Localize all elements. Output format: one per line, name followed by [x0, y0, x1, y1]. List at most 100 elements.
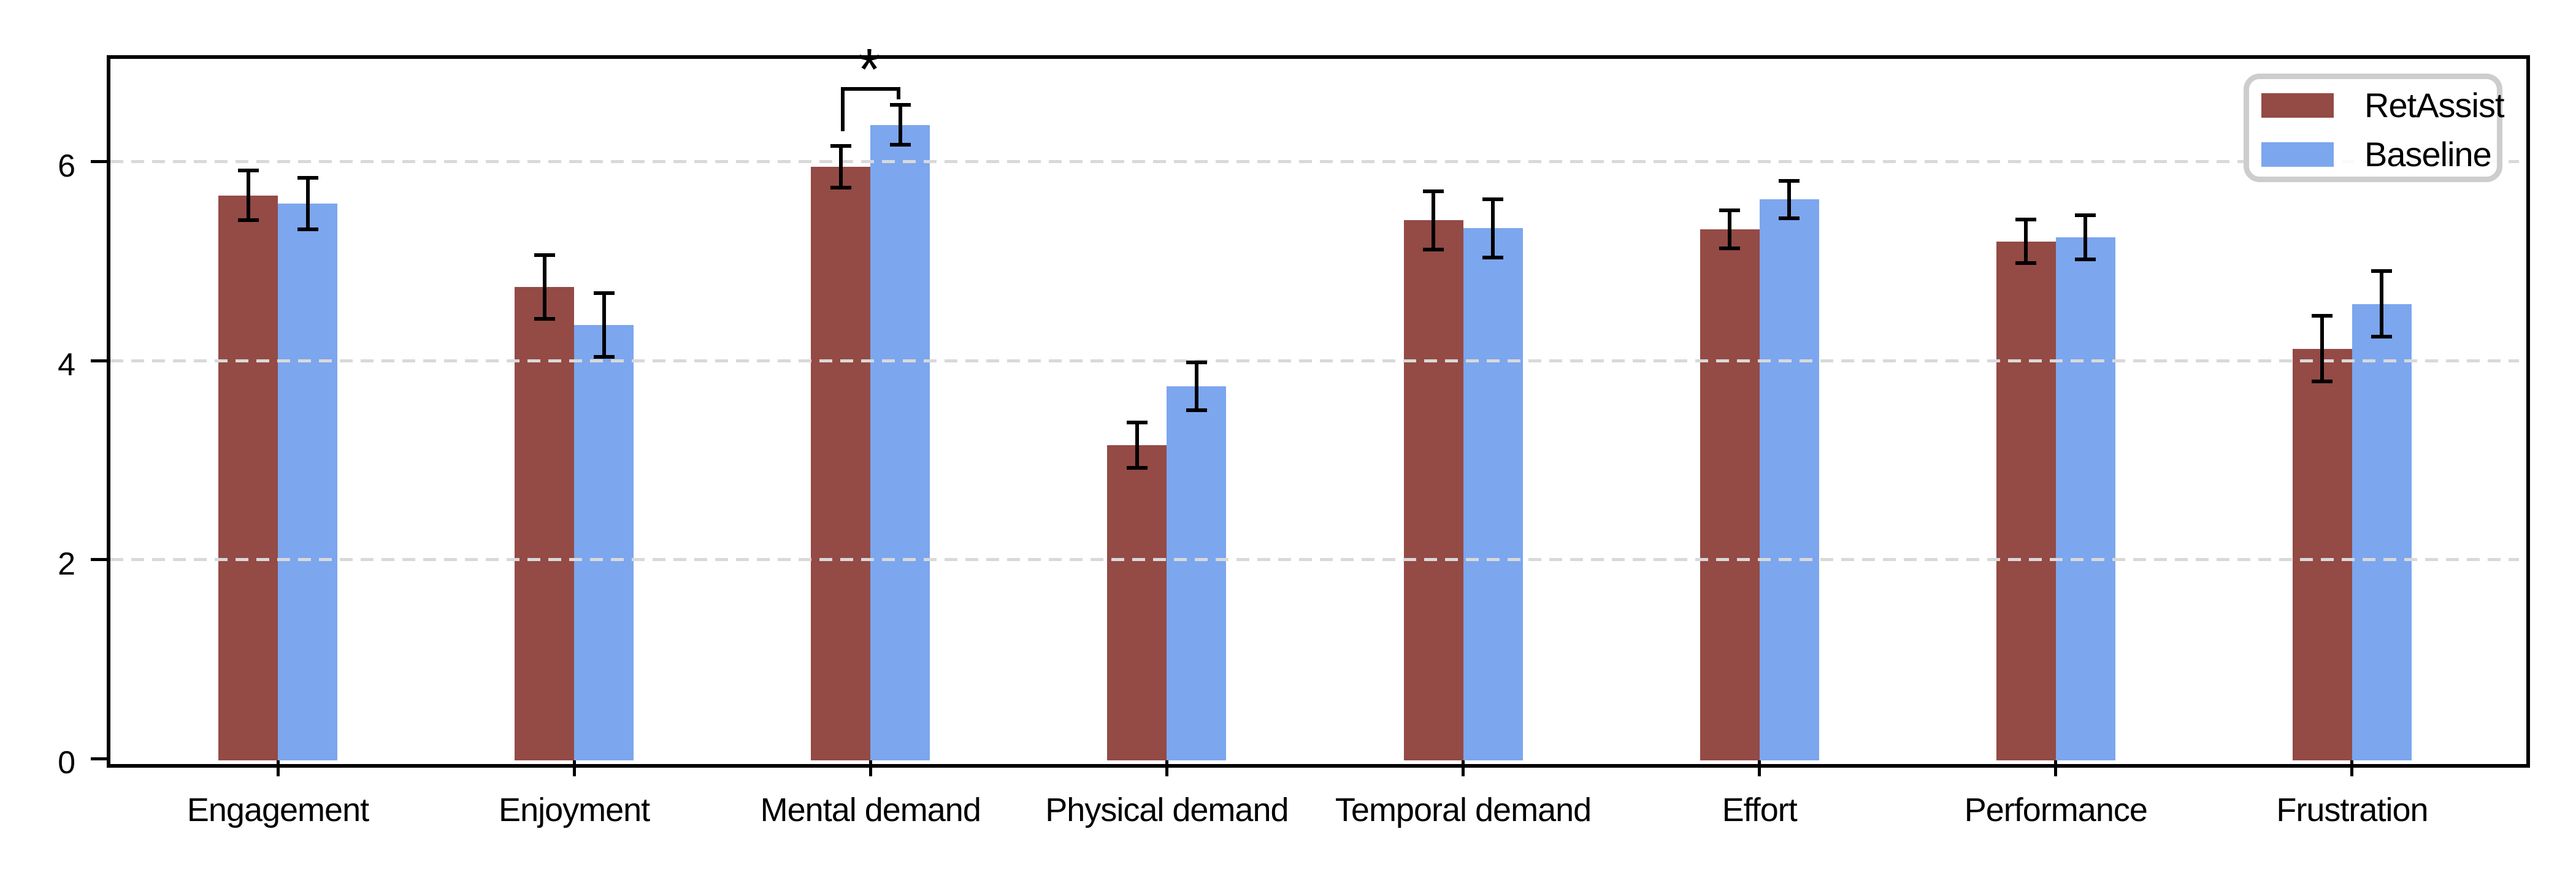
error-bar-cap-top-baseline-physical-demand: [1186, 361, 1207, 365]
error-bar-cap-top-retassist-physical-demand: [1126, 420, 1148, 424]
error-bar-cap-top-baseline-enjoyment: [593, 291, 615, 295]
legend-swatch-baseline: [2261, 142, 2334, 167]
error-bar-cap-bottom-baseline-mental-demand: [889, 143, 911, 147]
x-axis-label-performance: Performance: [1964, 792, 2148, 828]
significance-bracket-left-leg: [840, 87, 845, 131]
y-tick-label-2: 2: [58, 546, 75, 582]
significance-bracket-top: [840, 87, 901, 91]
error-bar-cap-bottom-retassist-effort: [1719, 246, 1741, 250]
x-tick-mental-demand: [868, 760, 872, 776]
error-bar-cap-top-retassist-frustration: [2312, 314, 2333, 318]
bar-baseline-mental-demand: [870, 124, 930, 760]
error-bar-cap-top-baseline-temporal-demand: [1482, 197, 1504, 202]
x-tick-performance: [2054, 760, 2058, 776]
error-bar-cap-top-baseline-performance: [2075, 213, 2096, 218]
x-axis-label-effort: Effort: [1722, 792, 1798, 828]
significance-bracket-right-leg: [897, 87, 901, 99]
error-bar-cap-bottom-baseline-frustration: [2371, 335, 2393, 339]
y-tick-label-0: 0: [58, 745, 75, 781]
error-bar-cap-bottom-retassist-engagement: [237, 218, 259, 223]
error-bar-line-retassist-enjoyment: [542, 255, 546, 319]
error-bar-cap-bottom-retassist-frustration: [2312, 380, 2333, 384]
x-tick-engagement: [276, 760, 280, 776]
error-bar-cap-top-retassist-enjoyment: [534, 253, 555, 258]
error-bar-line-retassist-frustration: [2320, 316, 2325, 382]
bar-baseline-physical-demand: [1167, 386, 1227, 760]
gridline-y-4: [110, 359, 2519, 362]
error-bar-cap-top-baseline-frustration: [2371, 269, 2393, 273]
error-bar-cap-top-baseline-engagement: [297, 175, 318, 180]
error-bar-cap-top-retassist-temporal-demand: [1423, 189, 1444, 194]
error-bar-line-baseline-performance: [2083, 215, 2088, 259]
legend-swatch-retassist: [2261, 93, 2334, 118]
bar-retassist-effort: [1700, 229, 1760, 760]
error-bar-cap-top-retassist-mental-demand: [830, 143, 851, 148]
bar-baseline-effort: [1759, 199, 1819, 760]
error-bar-cap-top-baseline-effort: [1779, 178, 1800, 183]
error-bar-cap-bottom-baseline-physical-demand: [1186, 408, 1207, 413]
error-bar-line-retassist-physical-demand: [1135, 422, 1139, 468]
error-bar-cap-top-baseline-mental-demand: [889, 103, 911, 107]
bar-baseline-frustration: [2352, 304, 2412, 760]
gridline-y-6: [110, 160, 2519, 164]
y-tick-4: [91, 359, 107, 362]
error-bar-line-retassist-engagement: [246, 170, 250, 221]
error-bar-cap-bottom-retassist-mental-demand: [830, 185, 851, 189]
x-tick-temporal-demand: [1462, 760, 1465, 776]
bar-retassist-enjoyment: [515, 287, 575, 760]
error-bar-cap-top-retassist-engagement: [237, 169, 259, 173]
y-tick-6: [91, 160, 107, 164]
bar-baseline-performance: [2055, 237, 2115, 760]
error-bar-line-retassist-performance: [2024, 219, 2028, 264]
y-tick-0: [91, 757, 107, 760]
error-bar-cap-bottom-baseline-performance: [2075, 257, 2096, 261]
x-tick-enjoyment: [572, 760, 576, 776]
significance-asterisk: *: [857, 37, 881, 102]
legend: RetAssist Baseline: [2244, 74, 2505, 182]
bar-baseline-temporal-demand: [1463, 228, 1523, 760]
error-bar-line-retassist-effort: [1728, 210, 1732, 248]
y-tick-label-6: 6: [58, 148, 75, 184]
bar-retassist-engagement: [218, 195, 278, 760]
x-axis-label-temporal-demand: Temporal demand: [1335, 792, 1592, 828]
error-bar-line-baseline-engagement: [305, 177, 310, 230]
error-bar-line-retassist-mental-demand: [838, 145, 843, 188]
error-bar-line-baseline-physical-demand: [1194, 362, 1198, 411]
x-tick-effort: [1758, 760, 1761, 776]
error-bar-cap-bottom-retassist-physical-demand: [1126, 466, 1148, 470]
error-bar-cap-bottom-retassist-performance: [2015, 261, 2037, 266]
error-bar-line-retassist-temporal-demand: [1432, 191, 1436, 250]
gridline-y-2: [110, 558, 2519, 562]
bar-retassist-physical-demand: [1107, 445, 1167, 760]
bar-retassist-mental-demand: [811, 166, 871, 760]
x-axis-label-frustration: Frustration: [2276, 792, 2428, 828]
bar-baseline-enjoyment: [574, 324, 634, 760]
legend-label-retassist: RetAssist: [2364, 86, 2505, 124]
error-bar-line-baseline-frustration: [2380, 271, 2384, 337]
bar-baseline-engagement: [278, 203, 337, 760]
error-bar-cap-bottom-baseline-temporal-demand: [1482, 255, 1504, 259]
error-bar-line-baseline-effort: [1787, 180, 1792, 219]
legend-label-baseline: Baseline: [2364, 135, 2492, 174]
x-axis-label-physical-demand: Physical demand: [1045, 792, 1289, 828]
error-bar-cap-top-retassist-performance: [2015, 217, 2037, 221]
x-axis-label-mental-demand: Mental demand: [760, 792, 981, 828]
error-bar-line-baseline-temporal-demand: [1491, 199, 1495, 258]
bar-retassist-frustration: [2292, 348, 2352, 760]
bar-retassist-performance: [1996, 241, 2056, 760]
error-bar-cap-top-retassist-effort: [1719, 208, 1741, 213]
x-axis-label-engagement: Engagement: [186, 792, 369, 828]
x-tick-physical-demand: [1165, 760, 1168, 776]
y-tick-2: [91, 558, 107, 562]
error-bar-cap-bottom-retassist-temporal-demand: [1423, 247, 1444, 251]
x-tick-frustration: [2350, 760, 2354, 776]
error-bar-line-baseline-mental-demand: [898, 105, 902, 145]
error-bar-line-baseline-enjoyment: [602, 292, 606, 357]
bar-retassist-temporal-demand: [1403, 220, 1463, 760]
error-bar-cap-bottom-retassist-enjoyment: [534, 317, 555, 321]
y-tick-label-4: 4: [58, 347, 75, 383]
error-bar-cap-bottom-baseline-engagement: [297, 227, 318, 232]
error-bar-cap-bottom-baseline-effort: [1779, 216, 1800, 221]
error-bar-cap-bottom-baseline-enjoyment: [593, 354, 615, 359]
